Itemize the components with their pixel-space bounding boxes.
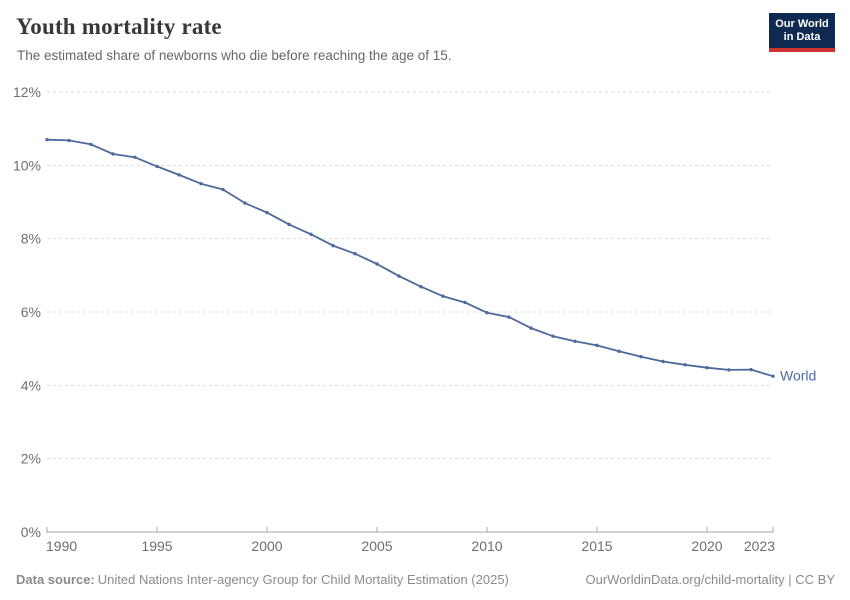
x-axis-tick-label: 2015 bbox=[581, 538, 612, 554]
y-axis-tick-label: 2% bbox=[21, 451, 41, 467]
x-axis-tick-label: 2005 bbox=[361, 538, 392, 554]
data-point bbox=[331, 243, 335, 248]
data-point bbox=[419, 285, 423, 289]
y-axis-tick-label: 8% bbox=[21, 231, 41, 247]
y-axis-tick-label: 6% bbox=[21, 304, 41, 320]
x-axis-tick-label: 2000 bbox=[251, 538, 282, 554]
page-subtitle: The estimated share of newborns who die … bbox=[17, 48, 452, 63]
data-source-label: Data source: bbox=[16, 572, 95, 587]
owid-logo-line1: Our World bbox=[775, 18, 829, 30]
data-point bbox=[639, 355, 643, 359]
data-point bbox=[661, 359, 665, 364]
series-label-world[interactable]: World bbox=[780, 368, 816, 384]
data-point bbox=[177, 173, 181, 177]
x-axis-tick-label: 2010 bbox=[471, 538, 502, 554]
data-point bbox=[749, 367, 753, 372]
data-point bbox=[287, 222, 291, 227]
data-point bbox=[353, 252, 357, 256]
page-title: Youth mortality rate bbox=[16, 14, 222, 39]
series-line-world[interactable] bbox=[46, 138, 774, 378]
data-point bbox=[199, 181, 203, 186]
y-axis-tick-label: 0% bbox=[21, 524, 41, 540]
data-point bbox=[397, 274, 401, 278]
data-point bbox=[617, 349, 621, 353]
data-point bbox=[573, 339, 577, 344]
footer-link[interactable]: OurWorldinData.org/child-mortality | CC … bbox=[585, 572, 836, 587]
data-source: Data source: United Nations Inter-agency … bbox=[16, 572, 509, 587]
data-point bbox=[375, 262, 379, 266]
data-point bbox=[221, 187, 225, 192]
data-point bbox=[771, 374, 775, 378]
data-point bbox=[441, 294, 445, 298]
data-point bbox=[89, 142, 93, 147]
y-axis-tick-label: 4% bbox=[21, 377, 41, 393]
data-point bbox=[265, 210, 269, 215]
data-point bbox=[155, 164, 159, 169]
data-point bbox=[529, 326, 533, 330]
data-point bbox=[705, 366, 709, 370]
data-point bbox=[67, 138, 71, 143]
x-axis-tick-label: 2023 bbox=[744, 538, 775, 554]
chart-footer: Data source: United Nations Inter-agency … bbox=[16, 572, 835, 587]
data-point bbox=[45, 137, 49, 142]
data-point bbox=[243, 201, 247, 205]
data-point bbox=[309, 232, 313, 236]
data-point bbox=[111, 152, 115, 156]
data-point bbox=[595, 343, 599, 348]
data-point bbox=[463, 300, 467, 305]
data-point bbox=[507, 315, 511, 319]
owid-logo-line2: in Data bbox=[783, 31, 821, 43]
data-source-text: United Nations Inter-agency Group for Ch… bbox=[97, 572, 509, 587]
y-axis-tick-label: 12% bbox=[13, 84, 41, 100]
x-axis-tick-label: 1990 bbox=[46, 538, 77, 554]
data-point bbox=[683, 363, 687, 367]
data-point bbox=[727, 368, 731, 372]
y-axis-tick-label: 10% bbox=[13, 157, 41, 173]
data-point bbox=[551, 334, 555, 338]
data-point bbox=[133, 155, 137, 159]
owid-logo[interactable]: Our World in Data bbox=[769, 13, 835, 52]
x-axis-tick-label: 2020 bbox=[691, 538, 722, 554]
data-point bbox=[485, 311, 489, 315]
x-axis-tick-label: 1995 bbox=[141, 538, 172, 554]
